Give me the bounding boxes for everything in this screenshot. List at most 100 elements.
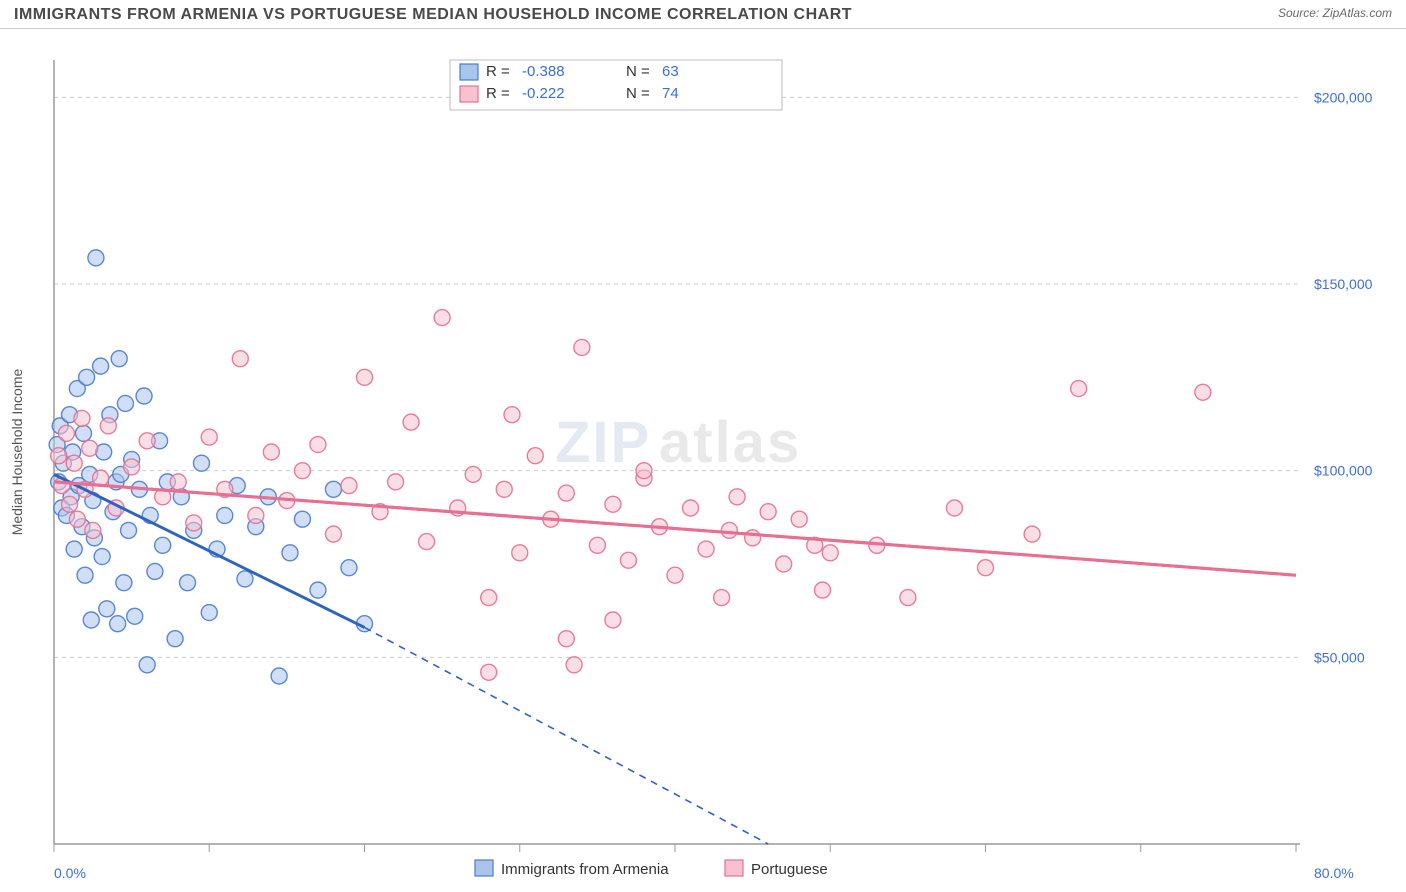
point (51, 448, 67, 464)
point (170, 474, 186, 490)
y-tick-label: $50,000 (1314, 649, 1365, 665)
point (82, 440, 98, 456)
point (714, 590, 730, 606)
source-prefix: Source: (1278, 6, 1323, 20)
point (88, 250, 104, 266)
point (558, 485, 574, 501)
point (667, 567, 683, 583)
point (83, 612, 99, 628)
swatch-portuguese-bottom (725, 860, 743, 876)
point (193, 455, 209, 471)
point (566, 657, 582, 673)
point (111, 351, 127, 367)
point (58, 425, 74, 441)
point (139, 657, 155, 673)
point (237, 571, 253, 587)
point (605, 496, 621, 512)
stat-N-portuguese: 74 (662, 85, 679, 102)
swatch-armenia (460, 64, 478, 80)
point (180, 575, 196, 591)
point (558, 631, 574, 647)
point (419, 534, 435, 550)
point (814, 582, 830, 598)
point (434, 310, 450, 326)
point (574, 339, 590, 355)
point (683, 500, 699, 516)
bottom-legend: Immigrants from Armenia Portuguese (475, 860, 828, 878)
point (403, 414, 419, 430)
legend-label-portuguese: Portuguese (751, 861, 828, 878)
stat-N-label: N = (626, 63, 650, 80)
point (232, 351, 248, 367)
point (294, 463, 310, 479)
stat-R-label: R = (486, 63, 510, 80)
point (77, 567, 93, 583)
point (589, 537, 605, 553)
point (62, 496, 78, 512)
point (201, 429, 217, 445)
point (1024, 526, 1040, 542)
source-link[interactable]: ZipAtlas.com (1323, 6, 1392, 20)
y-tick-label: $200,000 (1314, 89, 1373, 105)
stat-N-armenia: 63 (662, 63, 679, 80)
plot-area: $50,000$100,000$150,000$200,0000.0%80.0%… (0, 34, 1406, 892)
point (94, 549, 110, 565)
stat-N-label: N = (626, 85, 650, 102)
point (139, 433, 155, 449)
point (147, 563, 163, 579)
point (100, 418, 116, 434)
point (136, 388, 152, 404)
point (155, 537, 171, 553)
point (66, 541, 82, 557)
point (121, 522, 137, 538)
point (1195, 384, 1211, 400)
legend-label-armenia: Immigrants from Armenia (501, 861, 669, 878)
point (341, 478, 357, 494)
point (75, 425, 91, 441)
point (496, 481, 512, 497)
point (341, 560, 357, 576)
point (99, 601, 115, 617)
point (263, 444, 279, 460)
watermark-zip: ZIP (555, 410, 651, 475)
point (620, 552, 636, 568)
point (527, 448, 543, 464)
point (310, 437, 326, 453)
point (900, 590, 916, 606)
point (791, 511, 807, 527)
point (127, 608, 143, 624)
point (325, 481, 341, 497)
point (721, 522, 737, 538)
point (729, 489, 745, 505)
point (116, 575, 132, 591)
point (481, 664, 497, 680)
point (186, 515, 202, 531)
y-axis-title: Median Household Income (9, 369, 25, 536)
chart-title: IMMIGRANTS FROM ARMENIA VS PORTUGUESE ME… (14, 6, 852, 24)
point (978, 560, 994, 576)
swatch-portuguese (460, 86, 478, 102)
stat-R-portuguese: -0.222 (522, 85, 565, 102)
point (217, 507, 233, 523)
point (310, 582, 326, 598)
stat-R-label: R = (486, 85, 510, 102)
point (69, 511, 85, 527)
chart-frame: IMMIGRANTS FROM ARMENIA VS PORTUGUESE ME… (0, 0, 1406, 892)
point (167, 631, 183, 647)
y-tick-label: $100,000 (1314, 463, 1373, 479)
point (110, 616, 126, 632)
trend-portuguese (54, 482, 1296, 575)
point (1071, 381, 1087, 397)
point (74, 410, 90, 426)
point (605, 612, 621, 628)
point (388, 474, 404, 490)
scatter-plot-svg: $50,000$100,000$150,000$200,0000.0%80.0%… (0, 34, 1406, 892)
point (294, 511, 310, 527)
point (698, 541, 714, 557)
point (325, 526, 341, 542)
title-bar: IMMIGRANTS FROM ARMENIA VS PORTUGUESE ME… (0, 0, 1406, 29)
point (745, 530, 761, 546)
point (481, 590, 497, 606)
point (248, 507, 264, 523)
point (465, 466, 481, 482)
